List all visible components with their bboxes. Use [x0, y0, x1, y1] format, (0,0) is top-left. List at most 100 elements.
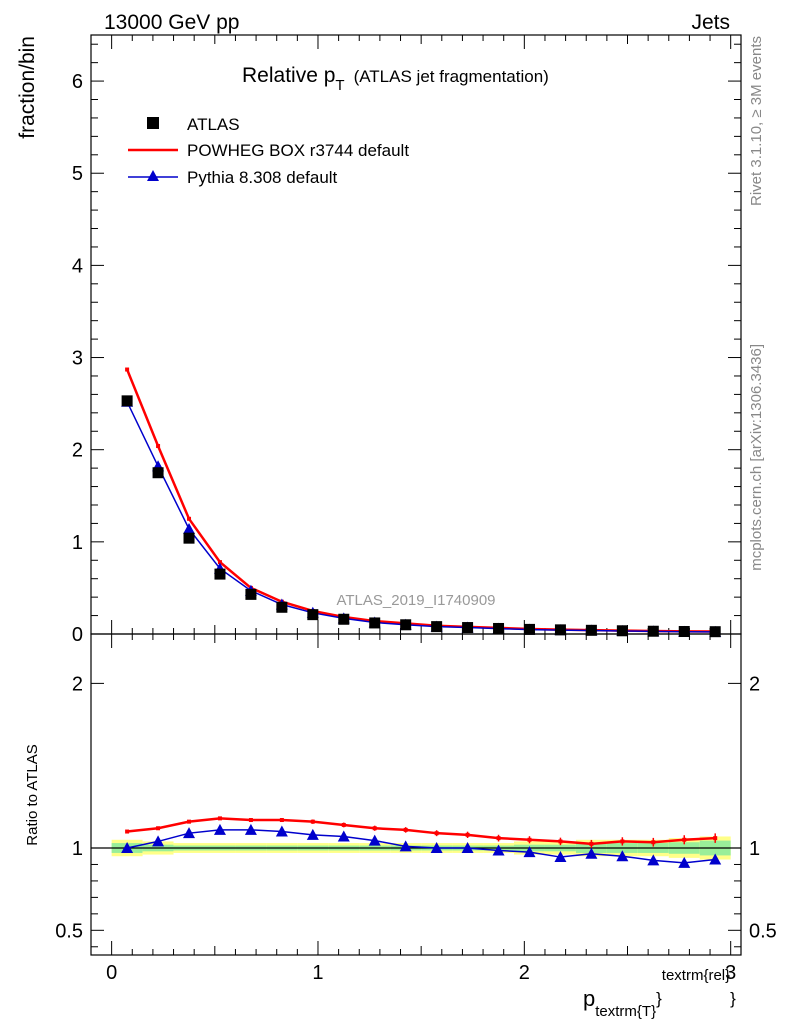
ratio-powheg-point — [372, 826, 377, 831]
ratio-pythia-line — [126, 829, 716, 864]
ratio-pythia-point — [461, 842, 474, 853]
atlas-point — [647, 625, 659, 637]
analysis-watermark: ATLAS_2019_I1740909 — [336, 592, 495, 609]
ratio-powheg-point — [217, 816, 222, 821]
ratio-series-layer — [121, 816, 722, 868]
main-panel: 0 1 2 3 4 5 6 Relative pT (ATLAS jet fragmentat… — [16, 34, 742, 646]
main-y-tick-label: 5 — [72, 163, 83, 185]
ratio-powheg-point — [527, 837, 532, 842]
legend-pythia-marker — [147, 170, 159, 181]
x-tick-label: 1 — [312, 962, 323, 984]
rivet-label: Rivet 3.1.10, ≥ 3M events — [748, 36, 765, 206]
legend-powheg-label: POWHEG BOX r3744 default — [187, 141, 409, 160]
ratio-pythia-point — [152, 835, 165, 847]
ratio-pythia-point — [368, 834, 381, 846]
atlas-point — [493, 622, 505, 634]
main-y-tick-label: 2 — [72, 440, 83, 462]
main-y-tick-label: 1 — [72, 532, 83, 554]
ratio-powheg-point — [403, 827, 408, 832]
ratio-powheg-point — [187, 819, 192, 824]
ratio-y-tick-label: 2 — [72, 673, 83, 695]
main-axes: 0 1 2 3 4 5 6 — [72, 35, 741, 646]
ratio-pythia-point — [337, 830, 350, 842]
atlas-point — [338, 613, 350, 625]
ratio-pythia-point — [183, 827, 196, 839]
ratio-powheg-point — [496, 836, 501, 841]
ratio-pythia-point — [523, 846, 536, 858]
ratio-powheg-point — [620, 839, 625, 844]
ratio-powheg-point — [310, 819, 315, 824]
ratio-pythia-point — [275, 825, 288, 837]
atlas-point — [462, 622, 474, 634]
main-series-layer — [121, 367, 722, 638]
ratio-pythia-point — [306, 828, 319, 840]
ratio-axes: 0.5 0.5 1 1 2 2 0 1 2 3 — [55, 634, 777, 984]
ratio-powheg-point — [713, 836, 718, 841]
ratio-powheg-point — [651, 840, 656, 845]
main-y-tick-label: 3 — [72, 348, 83, 370]
atlas-point — [431, 621, 443, 633]
ratio-powheg-point — [589, 841, 594, 846]
ratio-y-tick-label-right: 0.5 — [749, 920, 777, 942]
ratio-powheg-line — [126, 817, 716, 846]
chart-title: Relative pT (ATLAS jet fragmentation) — [242, 64, 549, 94]
atlas-point — [307, 609, 319, 621]
x-axis-label: ptextrm{T}}textrm{rel}} — [583, 967, 736, 1020]
ratio-pythia-point — [709, 853, 722, 865]
ratio-panel: 0.5 0.5 1 1 2 2 0 1 2 3 Ratio to ATLAS ptextrm{T}… — [24, 633, 777, 1020]
legend-pythia-label: Pythia 8.308 default — [187, 168, 338, 187]
x-tick-label: 2 — [519, 962, 530, 984]
ratio-pythia-point — [430, 842, 443, 853]
ratio-y-axis-label: Ratio to ATLAS — [24, 744, 41, 845]
ratio-y-tick-label-right: 2 — [749, 673, 760, 695]
ratio-powheg-point — [558, 839, 563, 844]
main-y-tick-label: 0 — [72, 624, 83, 646]
legend-atlas-label: ATLAS — [187, 115, 240, 134]
ratio-powheg-point — [279, 818, 284, 823]
ratio-y-tick-label: 1 — [72, 838, 83, 860]
ratio-y-tick-label-right: 1 — [749, 838, 760, 860]
ratio-powheg-point — [156, 826, 161, 831]
pythia-point — [183, 522, 196, 534]
powheg-point — [187, 516, 192, 521]
powheg-point — [156, 444, 161, 449]
ratio-powheg-point — [341, 822, 346, 827]
atlas-point — [616, 625, 628, 637]
ratio-powheg-point — [434, 831, 439, 836]
atlas-point — [152, 467, 164, 479]
main-y-tick-label: 6 — [72, 71, 83, 93]
ratio-powheg-point — [248, 818, 253, 823]
ratio-pythia-point — [585, 847, 598, 859]
atlas-point — [585, 624, 597, 636]
atlas-point — [678, 626, 690, 638]
atlas-point — [709, 626, 721, 638]
header-right: Jets — [691, 11, 730, 34]
powheg-point — [217, 560, 222, 565]
atlas-point — [400, 619, 412, 631]
ratio-powheg-point — [465, 832, 470, 837]
atlas-point — [523, 623, 535, 635]
atlas-point — [121, 395, 133, 407]
legend-atlas-marker — [147, 117, 159, 129]
legend: ATLAS POWHEG BOX r3744 default Pythia 8.… — [128, 115, 409, 187]
ratio-pythia-point — [554, 851, 567, 863]
atlas-point — [276, 601, 288, 613]
main-y-axis-label: fraction/bin — [16, 36, 39, 139]
ratio-pythia-point — [213, 823, 226, 835]
ratio-pythia-point — [647, 854, 660, 866]
atlas-point — [214, 568, 226, 580]
ratio-pythia-point — [121, 842, 134, 853]
atlas-point — [245, 588, 257, 600]
main-y-tick-label: 4 — [72, 255, 83, 277]
x-tick-label: 3 — [725, 962, 736, 984]
ratio-pythia-point — [244, 823, 257, 835]
ratio-pythia-point — [616, 850, 629, 862]
atlas-point — [369, 617, 381, 629]
header-left: 13000 GeV pp — [104, 11, 239, 34]
mcplots-label: mcplots.cern.ch [arXiv:1306.3436] — [748, 344, 765, 571]
ratio-pythia-point — [492, 844, 505, 856]
ratio-powheg-point — [682, 837, 687, 842]
atlas-point — [183, 532, 195, 544]
ratio-powheg-point — [125, 829, 130, 834]
